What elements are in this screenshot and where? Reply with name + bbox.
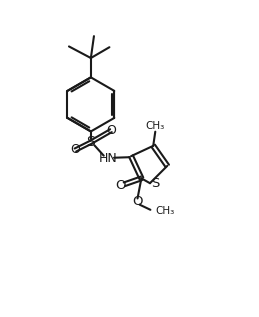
Text: S: S	[87, 135, 95, 149]
Text: CH₃: CH₃	[146, 121, 165, 131]
Text: O: O	[106, 124, 116, 137]
Text: CH₃: CH₃	[156, 206, 175, 216]
Text: O: O	[132, 195, 143, 208]
Text: O: O	[70, 144, 80, 157]
Text: S: S	[152, 177, 160, 190]
Text: O: O	[115, 179, 126, 192]
Text: HN: HN	[99, 152, 118, 165]
